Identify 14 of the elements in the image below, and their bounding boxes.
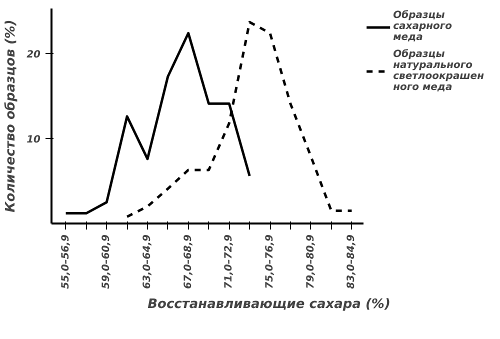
y-tick-label: 10 xyxy=(26,134,41,146)
x-axis-title: Восстанавливающие сахара (%) xyxy=(148,296,390,312)
x-tick-label: 75,0–76,9 xyxy=(264,234,276,289)
y-axis-title: Количество образцов (%) xyxy=(4,20,19,212)
x-tick-label: 55,0–56,9 xyxy=(60,234,72,289)
x-tick-label: 71,0–72,9 xyxy=(224,234,235,289)
y-tick-label: 20 xyxy=(26,50,41,61)
x-tick-label: 63,0–64,9 xyxy=(142,234,153,289)
x-tick-label: 79,0–80,9 xyxy=(305,234,316,289)
legend-label: Образцы натурального светлоокрашенного меда xyxy=(393,49,484,93)
x-tick-label: 67,0–68,9 xyxy=(182,234,194,289)
legend-label: Образцы сахарного меда xyxy=(393,10,452,43)
x-tick-label: 59,0–60,9 xyxy=(101,234,112,289)
x-tick-label: 83,0–84,9 xyxy=(346,234,358,289)
